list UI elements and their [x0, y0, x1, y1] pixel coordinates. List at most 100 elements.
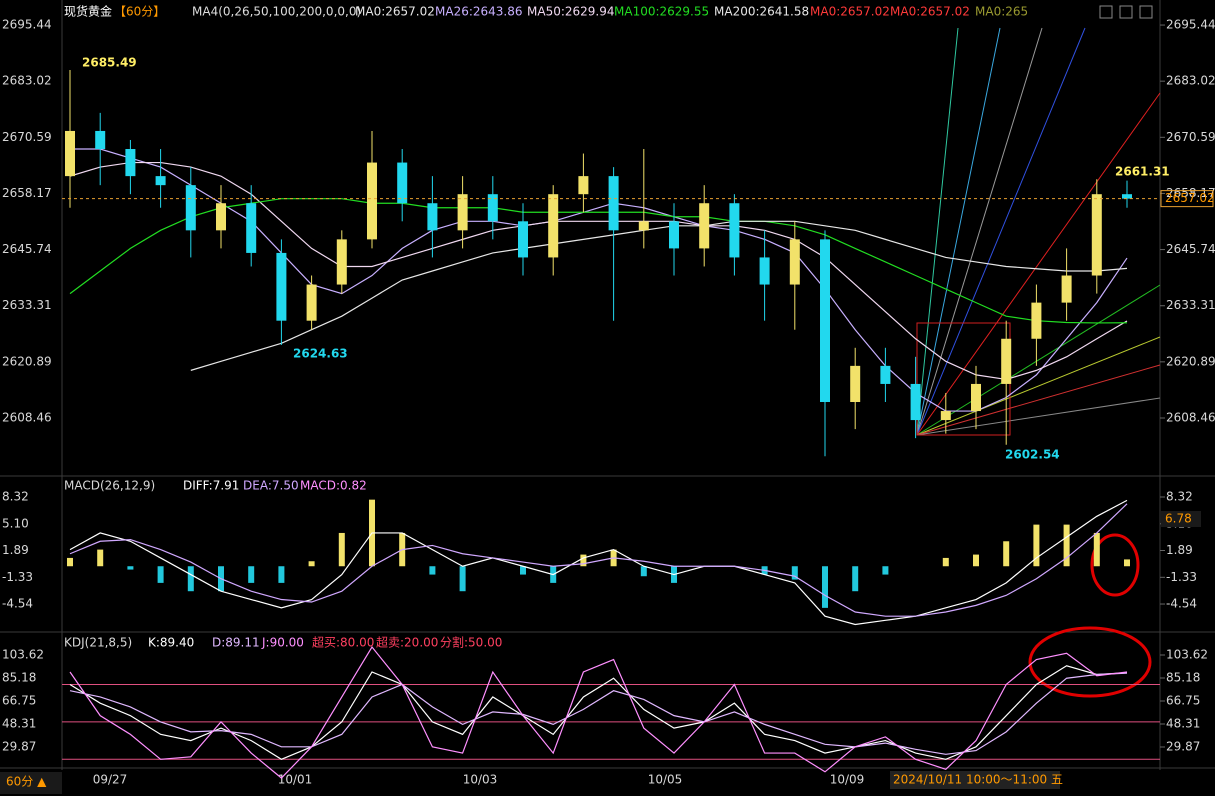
- x-tick-label: 10/09: [830, 773, 865, 787]
- y-tick-label: 29.87: [2, 739, 36, 753]
- y-tick-label: 8.32: [1166, 489, 1193, 503]
- crosshair-time: 2024/10/11 10:00～11:00 五: [893, 773, 1063, 787]
- period: 【60分】: [114, 5, 165, 19]
- macd-bar: [429, 566, 436, 575]
- x-tick-label: 10/03: [463, 773, 498, 787]
- candle-body: [306, 284, 317, 321]
- y-tick-label: 85.18: [2, 670, 36, 684]
- candle-body: [155, 176, 166, 186]
- macd-bar: [640, 566, 647, 577]
- candle-body: [336, 239, 347, 285]
- macd-bar: [338, 532, 345, 567]
- y-tick-label: 1.89: [2, 543, 29, 557]
- y-tick-label: 48.31: [2, 716, 36, 730]
- y-tick-label: 2670.59: [2, 130, 52, 144]
- indicator-line: [69, 499, 1128, 626]
- indicator-line: [69, 672, 1128, 755]
- y-tick-label: 66.75: [1166, 693, 1200, 707]
- macd-bar: [308, 561, 315, 567]
- candle-body: [940, 411, 951, 421]
- candle-body: [457, 194, 468, 231]
- candle-body: [185, 185, 196, 231]
- macd-bar: [157, 566, 164, 583]
- macd-bar: [97, 549, 104, 567]
- frames: [0, 0, 1215, 770]
- y-tick-label: 48.31: [1166, 716, 1200, 730]
- crosshair-box: [890, 771, 1060, 789]
- indicator-line: [69, 161, 1128, 381]
- highlight-circle: [1090, 533, 1140, 597]
- candle-body: [216, 203, 226, 231]
- period-button-bg[interactable]: [0, 772, 62, 794]
- panel-stat: MACD:0.82: [300, 479, 367, 493]
- candle-body: [1001, 338, 1012, 384]
- panel-stat: J:90.00: [261, 636, 304, 650]
- macd-bar: [248, 566, 255, 583]
- y-tick-label: -4.54: [2, 597, 33, 611]
- legend-entry: MA26:2643.86: [435, 5, 523, 19]
- macd-bar: [852, 566, 859, 592]
- y-tick-label: -1.33: [1166, 570, 1197, 584]
- legend-entry: MA50:2629.94: [527, 5, 615, 19]
- current-box: [1161, 511, 1201, 527]
- macd-bar: [580, 554, 587, 567]
- legend-entry: MA200:2641.58: [714, 5, 809, 19]
- candle-body: [548, 194, 559, 258]
- y-tick-label: 2683.02: [2, 74, 52, 88]
- macd-bar: [973, 554, 979, 567]
- y-tick-label: 2620.89: [1166, 354, 1215, 368]
- price-annotation: 2661.31: [1115, 165, 1170, 179]
- highlight-circle: [1028, 626, 1152, 698]
- candle-body: [729, 203, 740, 258]
- y-tick-label: 1.89: [1166, 543, 1193, 557]
- y-tick-label: 103.62: [1166, 647, 1208, 661]
- panel-stat: 超卖:20.00: [376, 635, 438, 650]
- x-tick-label: 10/05: [648, 773, 683, 787]
- y-tick-label: 5.10: [2, 516, 29, 530]
- candle-body: [1091, 194, 1102, 276]
- candle-body: [971, 383, 981, 412]
- price-annotation: 2624.63: [293, 347, 348, 361]
- candle-body: [608, 176, 619, 231]
- candle-body: [820, 239, 830, 403]
- y-tick-label: 2695.44: [1166, 18, 1215, 32]
- last-price-label: 2657.02: [1165, 191, 1215, 205]
- candle-body: [487, 194, 498, 222]
- period-button[interactable]: 60分 ▲: [6, 775, 47, 789]
- candle-body: [880, 365, 891, 384]
- legend-entry: MA0:2657.02: [890, 5, 970, 19]
- y-tick-label: 2608.46: [2, 411, 52, 425]
- legend-entry: MA0:2657.02: [810, 5, 890, 19]
- macd-bar: [459, 566, 466, 592]
- x-tick-label: 09/27: [93, 773, 128, 787]
- y-tick-label: 2683.02: [1166, 74, 1215, 88]
- panel-title: MACD(26,12,9): [64, 479, 155, 493]
- y-tick-label: 2633.31: [1166, 298, 1215, 312]
- candle-body: [578, 176, 589, 195]
- indicator-line: [69, 665, 1128, 760]
- y-tick-label: 2658.17: [2, 186, 52, 200]
- macd-bar: [127, 566, 134, 570]
- candle-body: [427, 203, 438, 231]
- title: 现货黄金: [64, 4, 112, 19]
- toolbar-icons[interactable]: [1099, 5, 1153, 19]
- legend-entry: MA0:2657.02: [355, 5, 435, 19]
- y-tick-label: -1.33: [2, 570, 33, 584]
- macd-bar: [1003, 541, 1010, 567]
- candle-body: [95, 130, 106, 150]
- x-tick-label: 10/01: [278, 773, 313, 787]
- panel-stat: D:89.11: [212, 636, 260, 650]
- candle-body: [1122, 194, 1132, 199]
- candle-body: [850, 365, 861, 403]
- y-tick-label: 2633.31: [2, 298, 52, 312]
- macd-bar: [791, 566, 798, 580]
- y-tick-label: 85.18: [1166, 670, 1200, 684]
- candle-body: [759, 257, 770, 285]
- macd-bar: [278, 566, 285, 583]
- legend-entry: MA0:265: [975, 5, 1028, 19]
- macd-bar: [942, 557, 949, 567]
- candle-body: [246, 203, 257, 253]
